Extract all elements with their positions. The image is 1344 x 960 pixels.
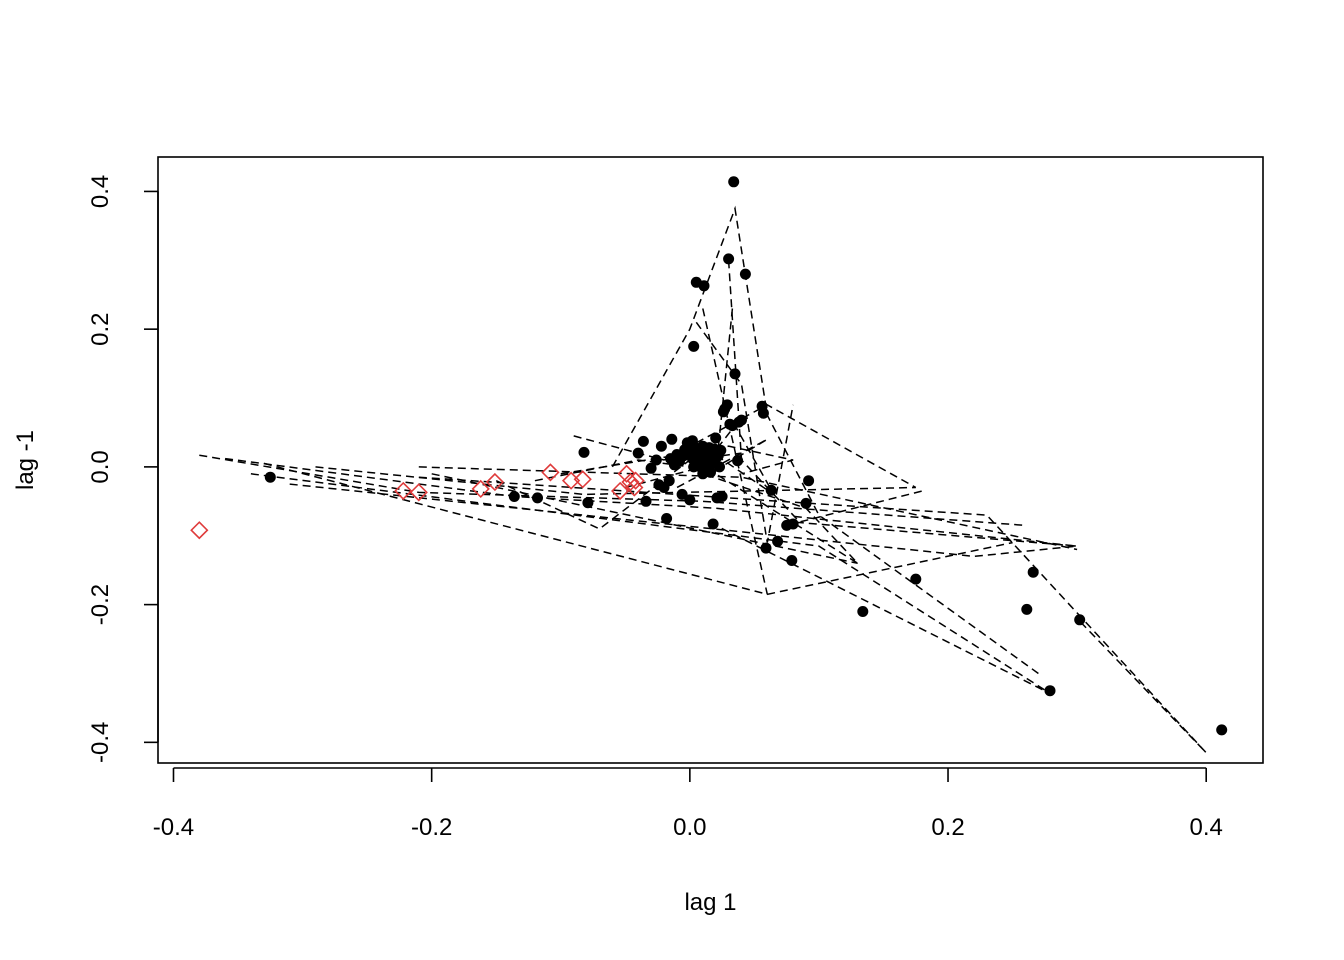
data-point bbox=[684, 494, 696, 506]
data-point bbox=[765, 484, 777, 496]
y-tick-label: 0.4 bbox=[87, 175, 114, 208]
data-point bbox=[707, 518, 719, 530]
y-axis: -0.4 -0.2 0.0 0.2 0.4 bbox=[87, 175, 159, 763]
data-point bbox=[707, 447, 719, 459]
dashed-path-5 bbox=[431, 473, 858, 565]
y-tick-label: 0.0 bbox=[87, 450, 114, 483]
data-point bbox=[714, 461, 725, 473]
data-point bbox=[582, 497, 594, 509]
data-point bbox=[632, 447, 644, 459]
dashed-path-14 bbox=[702, 308, 769, 595]
x-tick-label: -0.2 bbox=[411, 814, 452, 841]
data-point bbox=[723, 253, 735, 265]
points-layer bbox=[190, 176, 1228, 736]
data-point bbox=[757, 407, 769, 419]
data-point bbox=[697, 468, 709, 480]
dashed-path-6 bbox=[418, 476, 1207, 754]
data-point bbox=[701, 457, 713, 469]
data-point bbox=[661, 513, 673, 524]
data-point bbox=[645, 462, 657, 474]
x-tick-label: -0.4 bbox=[153, 814, 194, 841]
data-point bbox=[803, 475, 815, 487]
data-point bbox=[1021, 603, 1033, 615]
y-axis-label: lag -1 bbox=[12, 430, 39, 490]
data-point bbox=[663, 475, 675, 487]
data-point bbox=[264, 471, 276, 483]
data-point bbox=[857, 606, 869, 617]
data-point bbox=[688, 340, 700, 352]
data-point bbox=[1074, 614, 1086, 626]
data-point bbox=[640, 495, 652, 507]
data-point bbox=[800, 497, 812, 509]
highlight-point bbox=[471, 479, 490, 499]
y-tick-label: -0.4 bbox=[87, 722, 114, 763]
data-point bbox=[650, 454, 662, 466]
highlight-point bbox=[541, 463, 560, 482]
y-tick-label: 0.2 bbox=[87, 313, 114, 346]
data-point bbox=[728, 176, 740, 188]
data-point bbox=[1027, 566, 1039, 578]
dashed-path-2 bbox=[225, 457, 1078, 547]
highlight-point bbox=[573, 470, 592, 489]
data-point bbox=[689, 442, 701, 454]
dashed-path-12 bbox=[611, 205, 1039, 675]
x-axis-label: lag 1 bbox=[684, 889, 736, 916]
data-point bbox=[676, 488, 688, 500]
data-point bbox=[508, 491, 520, 502]
data-point bbox=[665, 453, 676, 465]
x-tick-label: 0.2 bbox=[931, 814, 964, 841]
data-point bbox=[637, 435, 649, 447]
data-point bbox=[666, 433, 678, 445]
data-point bbox=[677, 450, 689, 462]
highlight-point bbox=[621, 472, 640, 492]
dashed-path-11 bbox=[573, 404, 917, 489]
data-point bbox=[760, 542, 772, 554]
highlight-point bbox=[611, 481, 630, 501]
dashed-path-9 bbox=[418, 466, 1078, 551]
data-point bbox=[653, 479, 665, 491]
data-point bbox=[736, 414, 747, 426]
data-point bbox=[698, 280, 710, 292]
highlight-point bbox=[626, 471, 645, 490]
dashed-path-7 bbox=[250, 473, 1052, 695]
data-point bbox=[787, 518, 799, 530]
data-point bbox=[732, 455, 744, 467]
data-point bbox=[655, 440, 667, 452]
y-tick-label: -0.2 bbox=[87, 584, 114, 625]
data-point bbox=[910, 573, 922, 585]
highlight-point bbox=[394, 481, 413, 501]
data-point bbox=[786, 555, 798, 566]
highlight-point bbox=[485, 472, 505, 492]
highlight-point bbox=[409, 483, 428, 502]
dashed-path-16 bbox=[702, 308, 859, 564]
x-tick-label: 0.4 bbox=[1190, 814, 1223, 841]
dashed-path-13 bbox=[695, 321, 794, 543]
dashed-path-1 bbox=[199, 454, 1026, 527]
data-point bbox=[710, 432, 722, 444]
highlight-point bbox=[190, 521, 209, 540]
data-point bbox=[721, 399, 733, 411]
data-point bbox=[739, 268, 751, 280]
data-point bbox=[578, 446, 590, 458]
data-point bbox=[772, 535, 784, 547]
data-point bbox=[1216, 724, 1228, 736]
data-point bbox=[729, 368, 741, 380]
x-tick-label: 0.0 bbox=[673, 814, 706, 841]
dashed-path-17 bbox=[560, 445, 794, 475]
x-axis: -0.4 -0.2 0.0 0.2 0.4 bbox=[153, 767, 1223, 841]
data-point bbox=[1044, 685, 1056, 697]
data-point bbox=[532, 492, 543, 504]
data-point bbox=[716, 491, 728, 502]
highlight-point bbox=[617, 464, 636, 483]
dashed-path-8 bbox=[289, 483, 1078, 558]
